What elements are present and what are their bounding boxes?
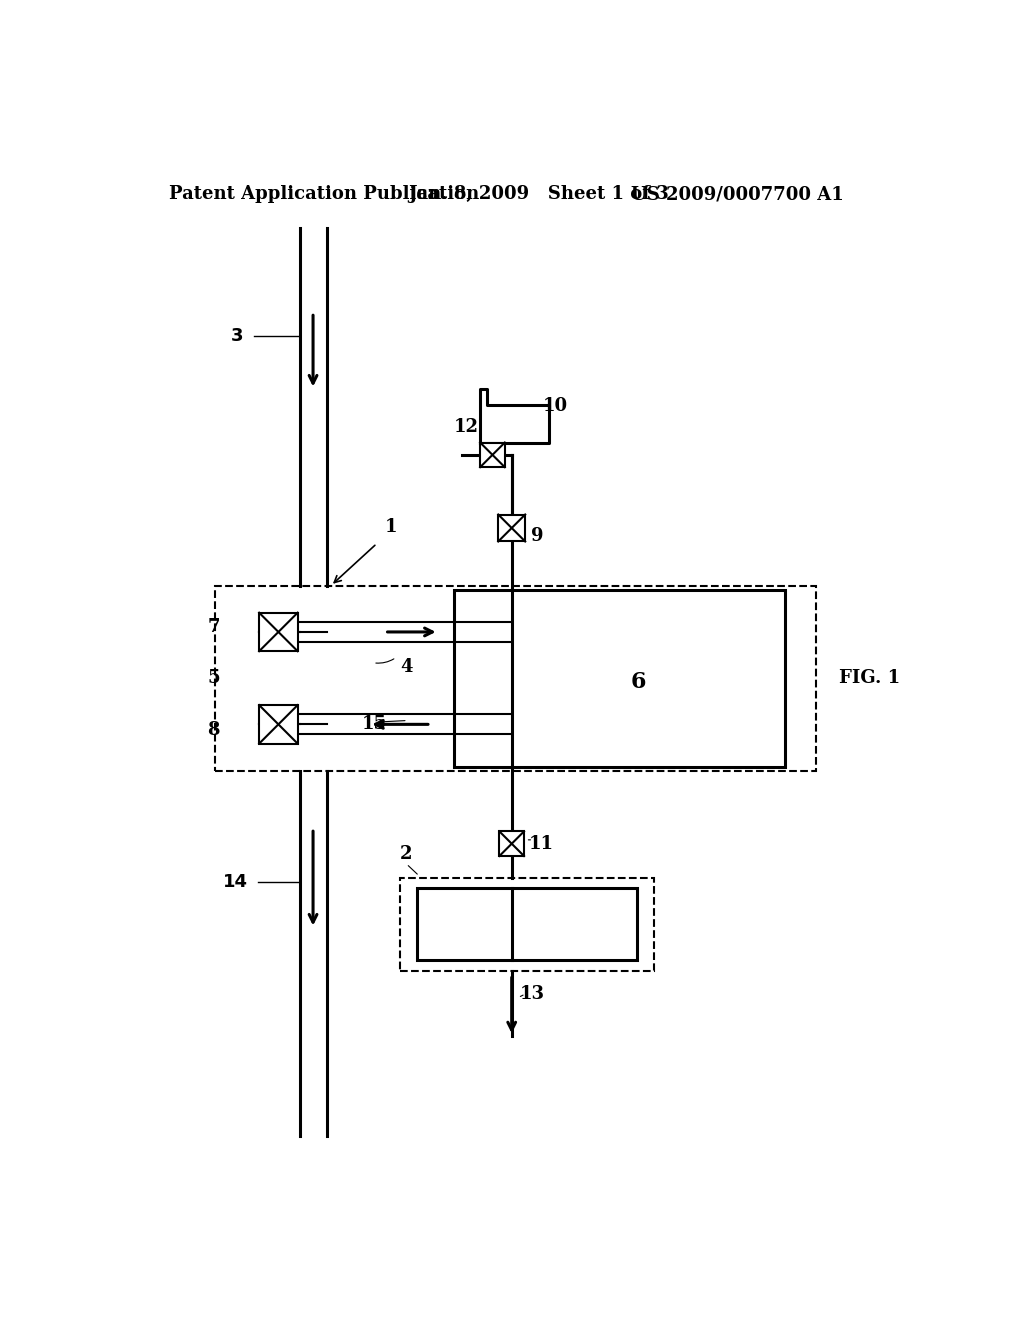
Text: 11: 11: [528, 834, 554, 853]
Text: 14: 14: [223, 874, 248, 891]
Bar: [259, 612, 298, 651]
Bar: [480, 442, 505, 467]
Bar: [259, 705, 298, 743]
Text: 12: 12: [454, 417, 479, 436]
Text: 7: 7: [208, 618, 220, 635]
Text: 4: 4: [400, 657, 413, 676]
Bar: [499, 515, 525, 541]
Bar: [417, 887, 637, 960]
Text: US 2009/0007700 A1: US 2009/0007700 A1: [631, 185, 844, 203]
Text: Patent Application Publication: Patent Application Publication: [169, 185, 479, 203]
Text: Jan. 8, 2009   Sheet 1 of 3: Jan. 8, 2009 Sheet 1 of 3: [408, 185, 669, 203]
Text: 13: 13: [519, 985, 545, 1003]
Text: 6: 6: [631, 671, 646, 693]
Text: 15: 15: [361, 715, 387, 734]
Text: 10: 10: [543, 397, 567, 414]
Text: 8: 8: [208, 721, 220, 739]
Bar: [454, 590, 785, 767]
Text: 9: 9: [531, 527, 544, 545]
Text: 3: 3: [230, 326, 243, 345]
Text: 1: 1: [385, 517, 397, 536]
Text: 5: 5: [208, 669, 220, 688]
Bar: [215, 586, 816, 771]
Bar: [500, 832, 524, 857]
Text: 2: 2: [400, 845, 413, 863]
Text: FIG. 1: FIG. 1: [839, 669, 900, 688]
Bar: [400, 878, 654, 970]
